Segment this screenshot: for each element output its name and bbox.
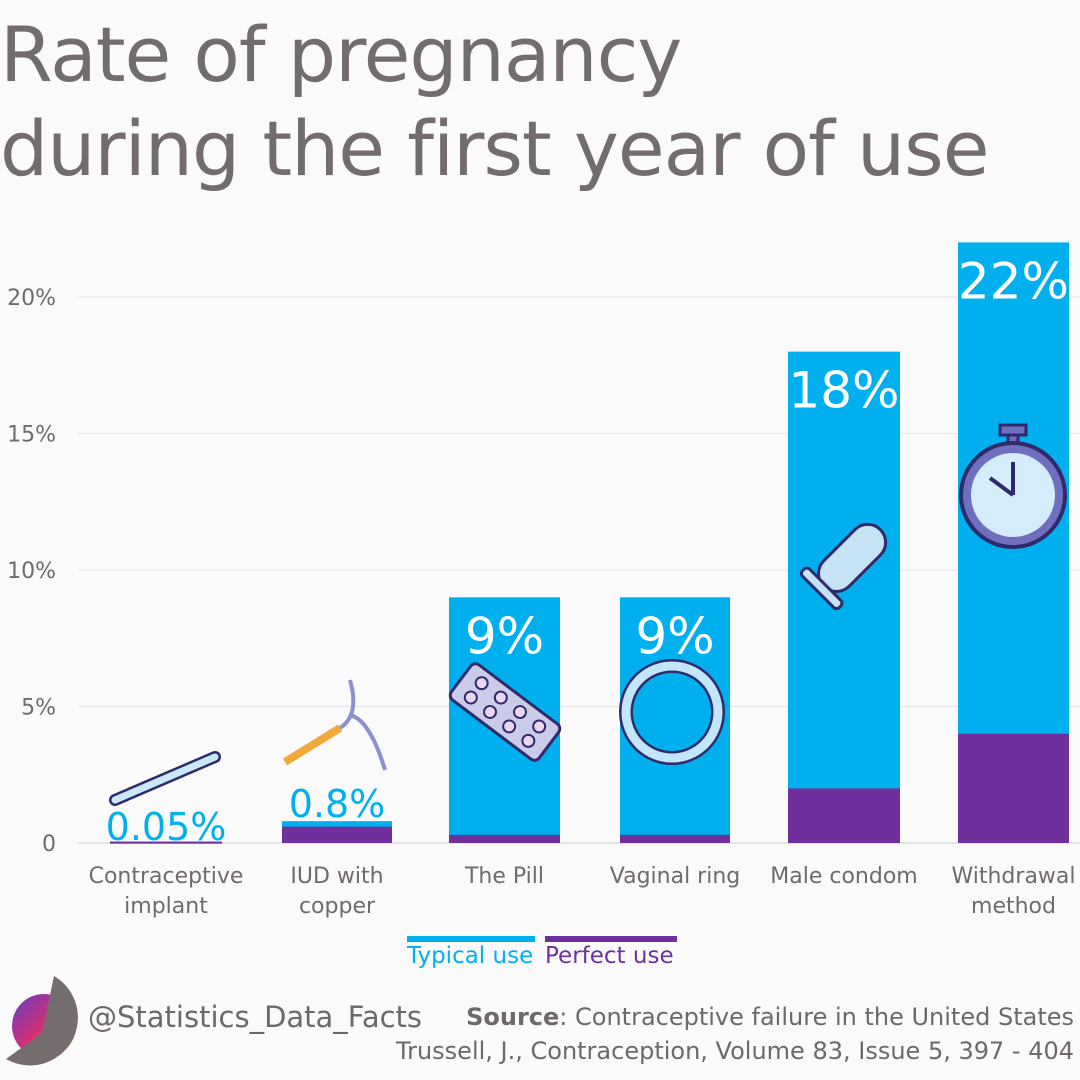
author-handle: @Statistics_Data_Facts (88, 1000, 423, 1034)
bar-perfect-use (110, 841, 222, 844)
legend-label: Perfect use (545, 943, 674, 969)
y-tick-label: 0 (42, 832, 56, 857)
bar-perfect-use (449, 834, 560, 843)
vaginal-ring-icon (619, 659, 725, 765)
bar-perfect-use (958, 733, 1069, 843)
source-note: Source: Contraceptive failure in the Uni… (396, 1000, 1074, 1068)
implant-rod-icon (109, 751, 221, 806)
y-tick-label: 10% (7, 559, 56, 584)
bar-perfect-use (788, 788, 900, 843)
y-tick-label: 20% (7, 286, 56, 311)
bar-perfect-use (620, 834, 730, 843)
condom-icon (799, 522, 888, 611)
data-label: 18% (788, 362, 899, 420)
source-label: Source (466, 1003, 560, 1031)
x-tick-label: method (971, 894, 1056, 919)
x-tick-label: copper (299, 894, 376, 919)
logo-icon (6, 976, 78, 1066)
x-tick-label: Vaginal ring (610, 864, 741, 889)
data-label: 0.8% (289, 782, 386, 826)
x-tick-label: IUD with (290, 864, 383, 889)
x-tick-label: Withdrawal (951, 864, 1075, 889)
data-label: 22% (958, 252, 1069, 310)
bar-chart: 0 5% 10% 15% 20% 0.05% Contraceptive implant 0.8… (7, 242, 1080, 969)
x-tick-label: implant (124, 894, 208, 919)
legend-label: Typical use (406, 943, 533, 969)
pill-pack-icon (448, 662, 562, 762)
data-label: 9% (635, 607, 714, 665)
iud-icon (282, 679, 387, 771)
stopwatch-icon (959, 423, 1067, 549)
y-tick-label: 5% (21, 696, 56, 721)
chart-title: Rate of pregnancy during the first year … (0, 8, 990, 196)
bar-perfect-use (282, 826, 392, 843)
title-line-1: Rate of pregnancy (0, 10, 682, 99)
y-tick-label: 15% (7, 423, 56, 448)
x-tick-label: Contraceptive (89, 864, 244, 889)
data-label: 0.05% (106, 805, 227, 849)
title-line-2: during the first year of use (0, 104, 990, 193)
source-text: : Contraceptive failure in the United St… (559, 1003, 1074, 1031)
legend-swatch (407, 936, 535, 942)
x-tick-label: Male condom (770, 864, 917, 889)
citation: Trussell, J., Contraception, Volume 83, … (395, 1037, 1074, 1065)
x-tick-label: The Pill (464, 864, 544, 889)
data-label: 9% (465, 607, 544, 665)
legend-swatch (545, 936, 677, 942)
bar-typical-use (788, 351, 900, 843)
